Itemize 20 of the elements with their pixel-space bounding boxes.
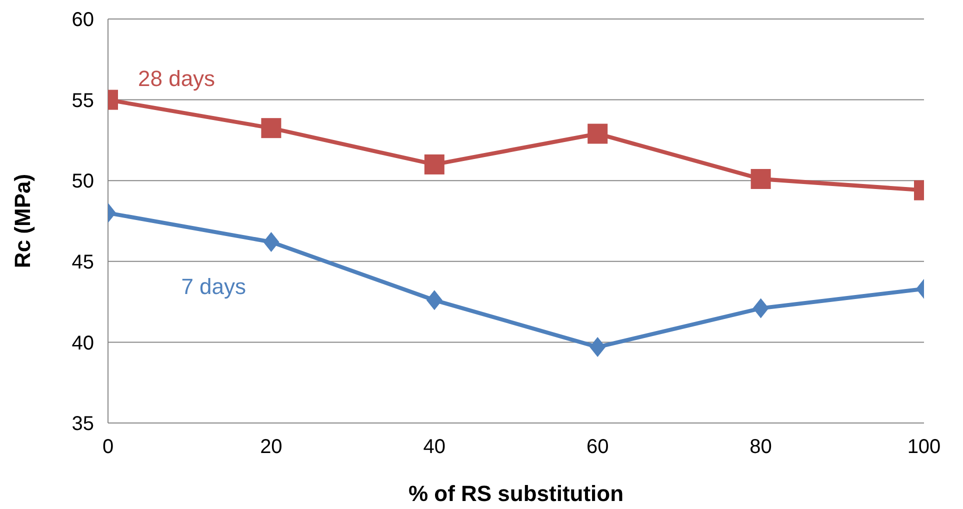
x-tick-label: 100 xyxy=(907,436,941,458)
x-tick-label: 80 xyxy=(750,436,772,458)
series-label: 28 days xyxy=(138,66,216,91)
point xyxy=(426,290,442,310)
x-tick-label: 20 xyxy=(260,436,282,458)
y-tick-label: 40 xyxy=(72,332,94,354)
y-tick-label: 50 xyxy=(72,170,94,193)
y-axis-title: Rc (MPa) xyxy=(10,174,35,268)
point xyxy=(424,154,444,174)
x-tick-label: 40 xyxy=(423,436,446,458)
point xyxy=(588,124,608,144)
point xyxy=(590,337,606,358)
y-tick-label: 35 xyxy=(72,413,94,436)
x-tick-label: 0 xyxy=(102,436,114,458)
x-axis-title: % of RS substitution xyxy=(408,481,624,506)
series-label: 7 days xyxy=(181,274,246,300)
y-tick-label: 60 xyxy=(72,9,94,32)
y-tick-label: 45 xyxy=(72,252,94,274)
y-tick-label: 55 xyxy=(72,90,94,112)
x-tick-label: 60 xyxy=(586,436,609,458)
